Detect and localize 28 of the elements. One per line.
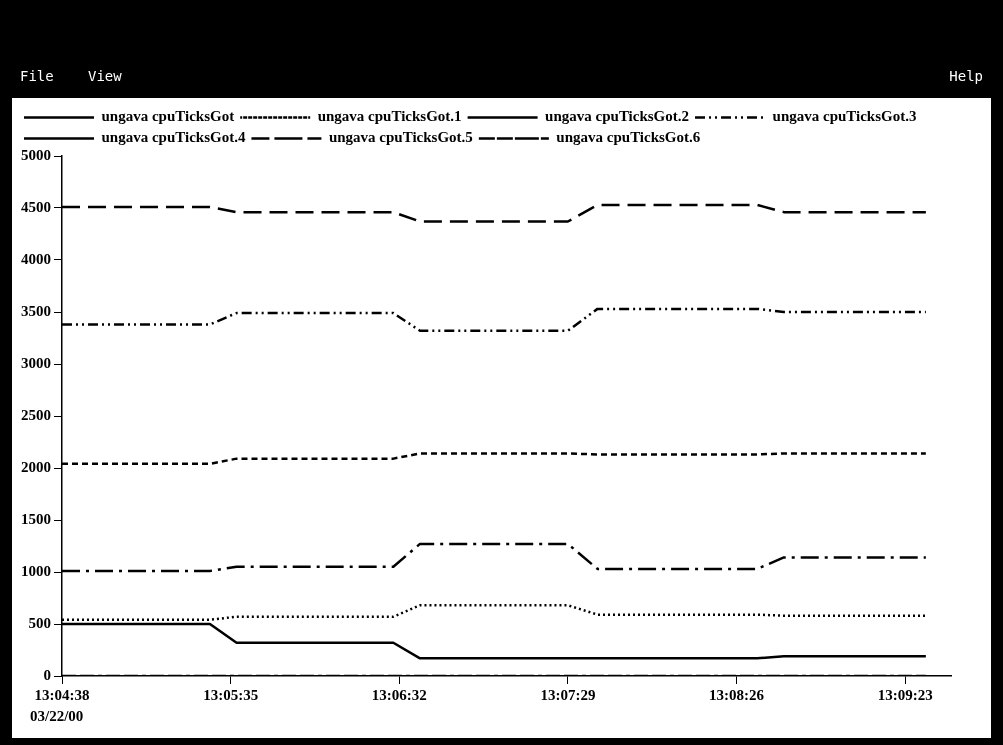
legend-label: ungava cpuTicksGot.2	[545, 108, 690, 125]
x-tick-label: 13:07:29	[540, 686, 596, 703]
text: View	[88, 68, 122, 84]
y-tick-label: 4500	[21, 198, 51, 215]
legend-label: ungava cpuTicksGot.3	[772, 108, 917, 125]
legend-label: ungava cpuTicksGot.4	[101, 129, 246, 146]
x-tick-label: 13:08:26	[709, 686, 765, 703]
y-tick-label: 4000	[21, 250, 51, 267]
y-tick-label: 5000	[21, 146, 51, 163]
y-tick-label: 1500	[21, 510, 51, 527]
y-tick-label: 2000	[21, 458, 51, 475]
y-tick-label: 500	[28, 614, 51, 631]
x-tick-label: 13:09:23	[877, 686, 933, 703]
y-tick-label: 3000	[21, 354, 51, 371]
x-tick-label: 13:04:38	[34, 686, 90, 703]
legend-label: ungava cpuTicksGot.1	[317, 108, 462, 125]
x-tick-label: 13:05:35	[203, 686, 259, 703]
text: Help	[949, 68, 983, 84]
y-tick-label: 0	[43, 666, 51, 683]
y-tick-label: 3500	[21, 302, 51, 319]
legend-label: ungava cpuTicksGot.5	[328, 129, 473, 146]
y-tick-label: 1000	[21, 562, 51, 579]
text: 03/22/00	[30, 708, 84, 725]
legend-label: ungava cpuTicksGot.6	[556, 129, 701, 146]
x-tick-label: 13:06:32	[371, 686, 427, 703]
y-tick-label: 2500	[21, 406, 51, 423]
legend-label: ungava cpuTicksGot	[101, 108, 235, 125]
text: File	[20, 68, 54, 84]
